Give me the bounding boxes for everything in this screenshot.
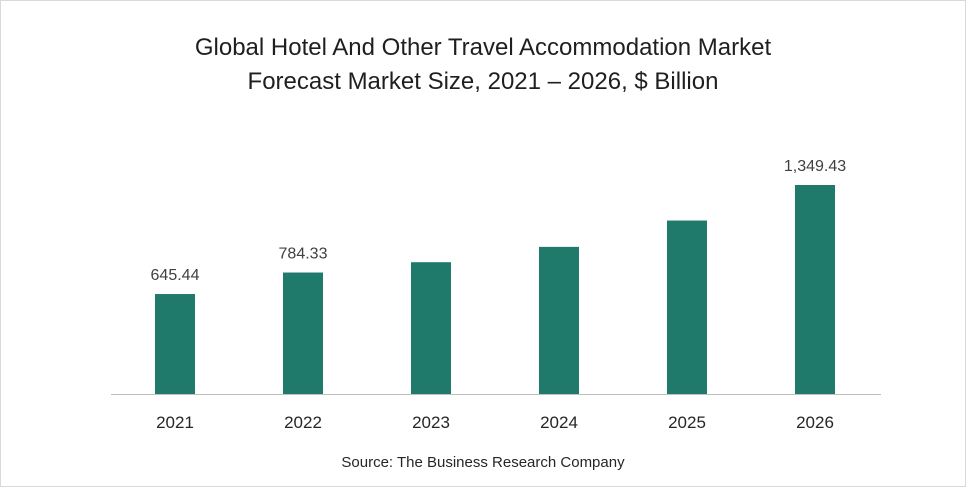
x-tick-label-2025: 2025 — [668, 413, 706, 432]
chart-title: Global Hotel And Other Travel Accommodat… — [1, 31, 965, 99]
bar-2022 — [283, 272, 323, 394]
x-tick-label-2021: 2021 — [156, 413, 194, 432]
data-label-2022: 784.33 — [279, 246, 328, 263]
bar-2024 — [539, 246, 579, 394]
chart-title-line-1: Global Hotel And Other Travel Accommodat… — [194, 34, 772, 61]
x-tick-label-2022: 2022 — [284, 413, 322, 432]
bar-2025 — [667, 220, 707, 394]
bar-2026 — [795, 185, 835, 394]
source-note: Source: The Business Research Company — [341, 454, 625, 471]
x-tick-label-2024: 2024 — [540, 413, 578, 432]
chart-title-line-2: Forecast Market Size, 2021 – 2026, $ Bil… — [247, 68, 719, 95]
x-tick-label-2026: 2026 — [796, 413, 834, 432]
data-label-2026: 1,349.43 — [784, 158, 846, 175]
bar-2021 — [155, 294, 195, 394]
bar-2023 — [411, 262, 451, 394]
data-label-2021: 645.44 — [151, 267, 200, 284]
x-tick-label-2023: 2023 — [412, 413, 450, 432]
